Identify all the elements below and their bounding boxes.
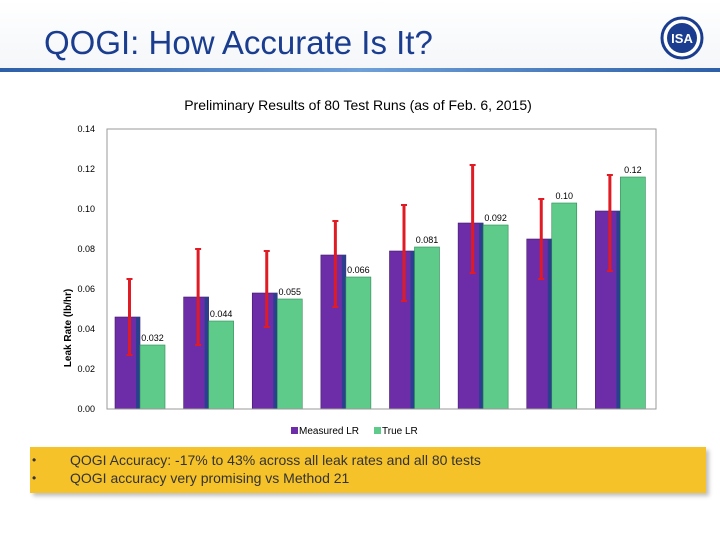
bar-true	[551, 202, 578, 410]
y-tick-label: 0.02	[77, 364, 95, 374]
legend-swatch-measured	[291, 427, 298, 434]
y-tick-label: 0.10	[77, 204, 95, 214]
y-tick-label: 0.14	[77, 124, 95, 134]
y-ticks: 0.00 0.02 0.04 0.06 0.08 0.10 0.12 0.14	[77, 124, 95, 414]
bar-measured	[114, 316, 141, 410]
bar-true	[482, 224, 509, 410]
bar-measured-shade	[547, 239, 552, 409]
legend: Measured LR True LR	[291, 426, 418, 437]
data-label-true: 0.032	[141, 333, 164, 343]
data-label-true: 0.066	[347, 265, 370, 275]
data-label-true: 0.12	[624, 165, 642, 175]
data-label-true: 0.10	[555, 191, 573, 201]
notes-box: QOGI Accuracy: -17% to 43% across all le…	[30, 447, 706, 493]
header-rule	[0, 68, 720, 72]
isa-logo-text: ISA	[671, 31, 693, 46]
legend-swatch-true	[374, 427, 381, 434]
bar-measured-shade	[341, 255, 346, 409]
bar-measured-shade	[273, 293, 278, 409]
bar-true	[620, 176, 646, 410]
y-axis-label: Leak Rate (lb/hr)	[63, 289, 74, 367]
legend-label-true: True LR	[382, 426, 418, 437]
data-label-true: 0.044	[210, 309, 233, 319]
isa-logo: ISA	[660, 16, 704, 60]
error-bars	[126, 164, 613, 356]
bar-true	[276, 298, 303, 410]
bar-measured-shade	[410, 251, 415, 409]
y-tick-label: 0.12	[77, 164, 95, 174]
y-tick-label: 0.08	[77, 244, 95, 254]
bar-measured-shade	[204, 297, 209, 409]
bar-true	[208, 320, 234, 410]
data-label-true: 0.092	[484, 213, 507, 223]
bar-true	[139, 344, 166, 410]
note-method21: QOGI accuracy very promising vs Method 2…	[30, 469, 706, 487]
bar-measured-shade	[136, 317, 140, 409]
bar-measured	[595, 210, 621, 410]
note-accuracy: QOGI Accuracy: -17% to 43% across all le…	[30, 451, 706, 469]
bar-chart: Preliminary Results of 80 Test Runs (as …	[63, 97, 657, 437]
bars	[114, 176, 646, 410]
y-tick-label: 0.00	[77, 404, 95, 414]
plot-frame	[106, 128, 657, 410]
bar-measured-shade	[479, 223, 484, 409]
legend-label-measured: Measured LR	[299, 426, 359, 437]
bar-true	[414, 246, 440, 410]
slide-title: QOGI: How Accurate Is It?	[44, 24, 433, 61]
bar-measured	[526, 238, 553, 410]
data-label-true: 0.081	[416, 235, 439, 245]
slide-header: QOGI: How Accurate Is It? ISA	[0, 0, 720, 72]
bar-measured-shade	[616, 211, 621, 409]
chart-title: Preliminary Results of 80 Test Runs (as …	[184, 97, 532, 113]
bar-true	[345, 276, 372, 410]
data-labels: 0.032 0.044 0.055 0.066 0.081 0.092 0.10 0.12	[141, 165, 641, 343]
y-tick-label: 0.06	[77, 284, 95, 294]
data-label-true: 0.055	[278, 287, 301, 297]
y-tick-label: 0.04	[77, 324, 95, 334]
